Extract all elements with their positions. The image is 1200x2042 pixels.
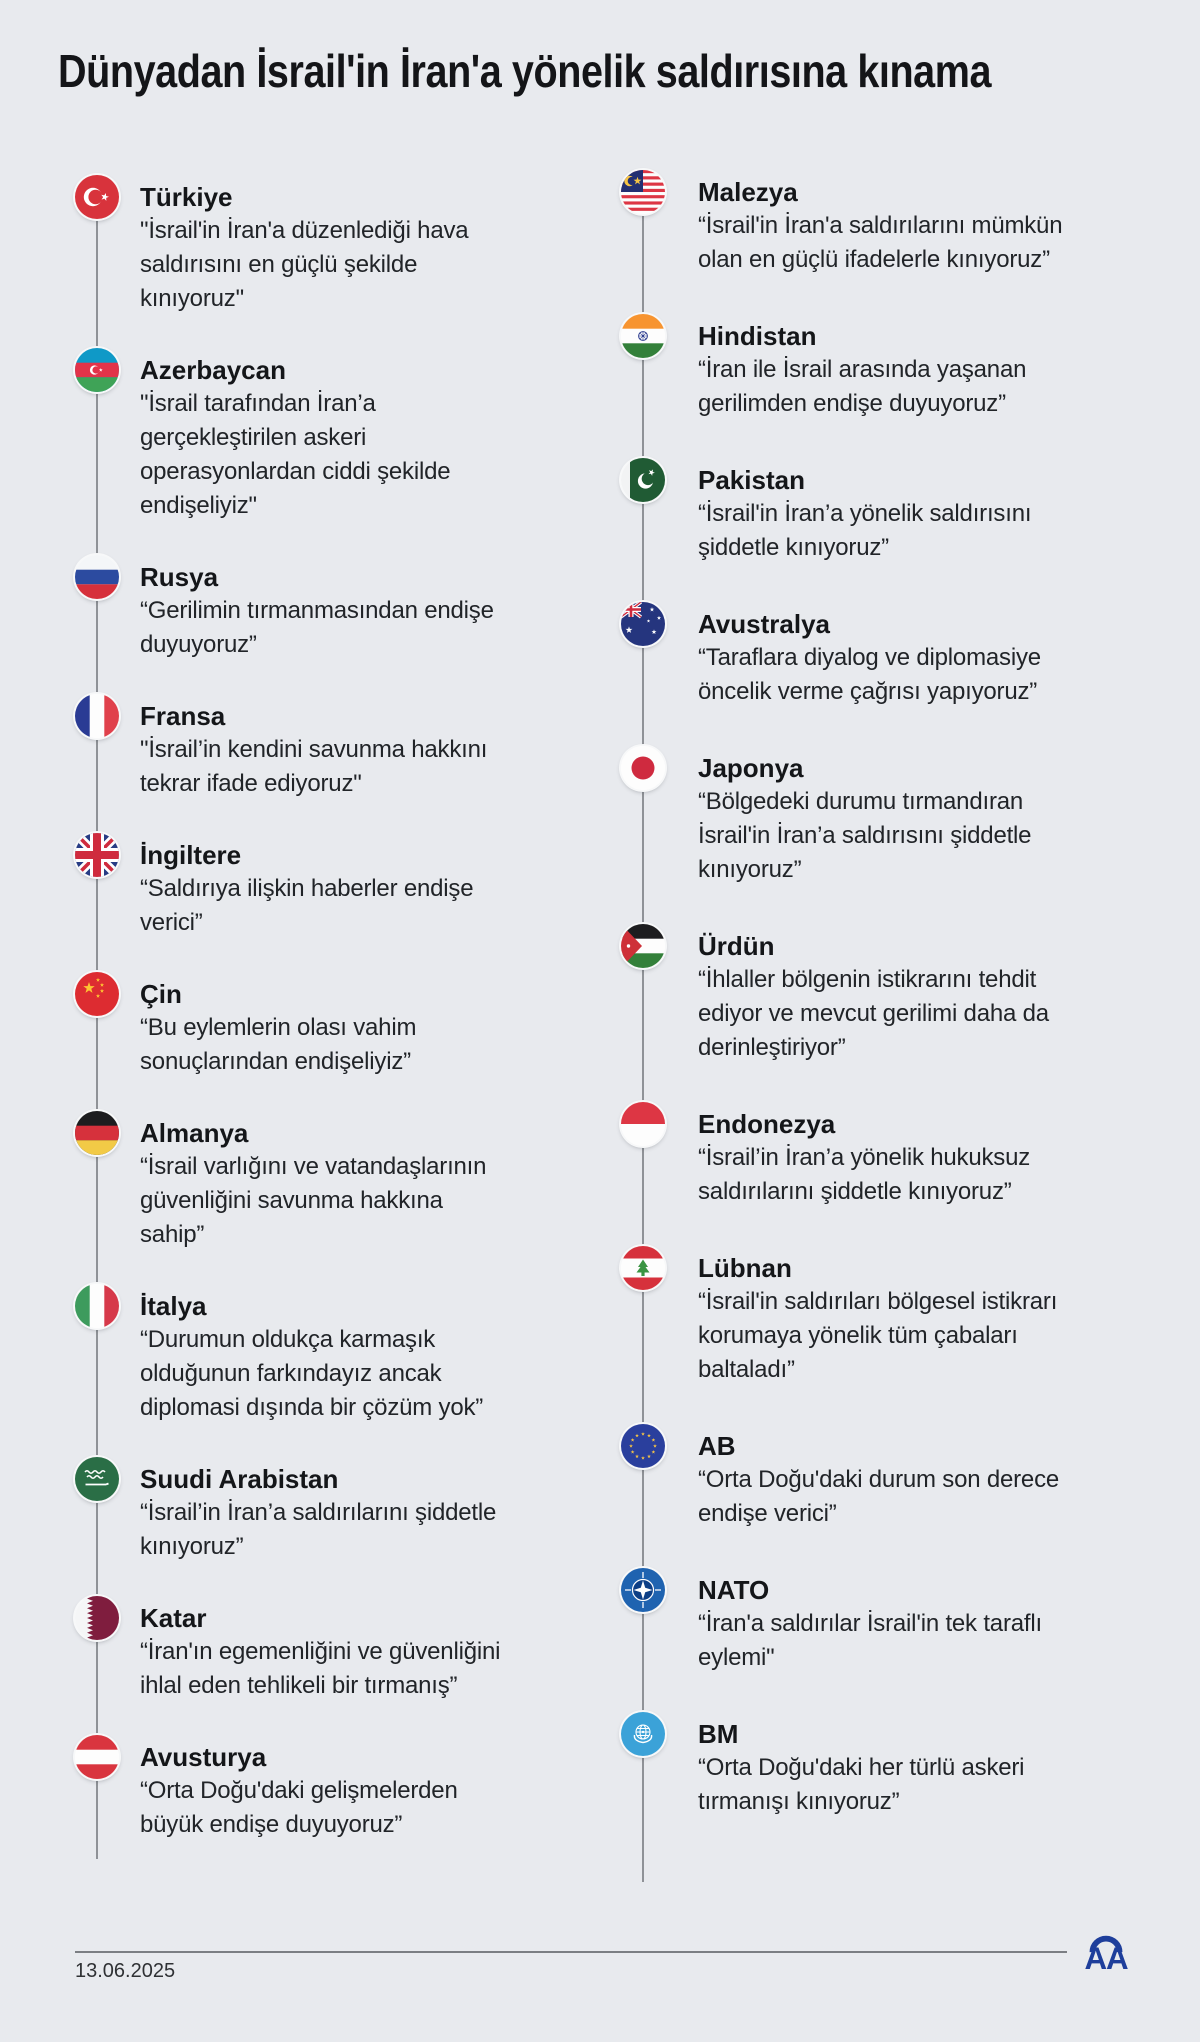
country-quote: "İsrail'in İran'a düzenlediği hava saldı… [140,217,469,312]
country-quote: "İsrail’in kendini savunma hakkını tekra… [140,736,488,797]
country-quote: “İran'ın egemenliğini ve güvenliğini ihl… [140,1638,501,1699]
fransa-flag-icon [75,694,119,738]
publish-date: 13.06.2025 [75,1960,176,1982]
country-name: Avustralya [698,609,830,639]
statement-item: Japonya “Bölgedeki durumu tırmandıran İsr… [621,746,1073,887]
suudi-arabistan-flag-icon [75,1457,119,1501]
anadolu-agency-logo: AA [1084,1935,1129,1972]
country-quote: “İsrail’in İran’a saldırılarını şiddetle… [140,1499,497,1560]
avustralya-flag-icon [621,602,665,646]
country-quote: “İsrail’in İran’a yönelik hukuksuz saldı… [698,1144,1031,1205]
country-name: Azerbaycan [140,355,286,385]
malezya-flag-icon [621,170,665,214]
country-name: Avusturya [140,1742,267,1772]
country-name: Japonya [698,753,804,783]
country-quote: “İsrail'in İran'a saldırılarını mümkün o… [698,212,1063,273]
country-name: AB [698,1431,736,1461]
country-quote: “İhlaller bölgenin istikrarını tehdit ed… [698,966,1049,1061]
statement-item: Suudi Arabistan “İsrail’in İran’a saldırı… [75,1457,507,1564]
page-title: Dünyadan İsrail'in İran'a yönelik saldır… [58,45,992,97]
country-quote: “Taraflara diyalog ve diplomasiye önceli… [698,644,1041,705]
almanya-flag-icon [75,1111,119,1155]
country-name: NATO [698,1575,770,1605]
country-quote: “İran ile İsrail arasında yaşanan gerili… [698,356,1027,417]
country-quote: “Orta Doğu'daki gelişmelerden büyük endi… [140,1777,458,1838]
statement-item: Almanya “İsrail varlığını ve vatandaşları… [75,1111,507,1252]
ab-flag-icon [621,1424,665,1468]
country-quote: “İsrail'in saldırıları bölgesel istikrar… [698,1288,1058,1383]
aa-logo-text: AA [1084,1941,1128,1972]
country-quote: “Saldırıya ilişkin haberler endişe veric… [140,875,474,936]
statement-item: AB “Orta Doğu'daki durum son derece endiş… [621,1424,1073,1531]
statement-item: Avusturya “Orta Doğu'daki gelişmelerden b… [75,1735,507,1842]
country-quote: “İsrail varlığını ve vatandaşlarının güv… [140,1153,487,1248]
lubnan-flag-icon [621,1246,665,1290]
statement-item: Lübnan “İsrail'in saldırıları bölgesel is… [621,1246,1073,1387]
rusya-flag-icon [75,555,119,599]
turkiye-flag-icon [75,175,119,219]
statement-item: Ürdün “İhlaller bölgenin istikrarını tehd… [621,924,1073,1065]
country-name: Pakistan [698,465,805,495]
katar-flag-icon [75,1596,119,1640]
country-name: Ürdün [698,931,775,961]
hindistan-flag-icon [621,314,665,358]
statement-item: Endonezya “İsrail’in İran’a yönelik hukuk… [621,1102,1073,1209]
statement-item: NATO “İran'a saldırılar İsrail'in tek tar… [621,1568,1073,1675]
country-quote: “Durumun oldukça karmaşık olduğunun fark… [140,1326,484,1421]
statement-item: Pakistan “İsrail'in İran’a yönelik saldır… [621,458,1073,565]
country-quote: “İran'a saldırılar İsrail'in tek taraflı… [698,1610,1042,1671]
country-name: Katar [140,1603,207,1633]
country-quote: “Orta Doğu'daki durum son derece endişe … [698,1466,1060,1527]
country-name: Lübnan [698,1253,792,1283]
aa-logo-arc [1089,1935,1123,1953]
country-name: Türkiye [140,182,233,212]
country-name: İtalya [140,1291,207,1321]
avusturya-flag-icon [75,1735,119,1779]
country-name: İngiltere [140,840,242,870]
statement-item: Fransa "İsrail’in kendini savunma hakkını… [75,694,507,801]
country-quote: “Bölgedeki durumu tırmandıran İsrail'in … [698,788,1032,883]
japonya-flag-icon [621,746,665,790]
country-quote: "İsrail tarafından İran’a gerçekleştiril… [140,390,451,519]
pakistan-flag-icon [621,458,665,502]
country-name: Hindistan [698,321,817,351]
country-quote: “Bu eylemlerin olası vahim sonuçlarından… [140,1014,417,1075]
country-name: Endonezya [698,1109,836,1139]
urdun-flag-icon [621,924,665,968]
country-name: Malezya [698,177,798,207]
right-column: Malezya “İsrail'in İran'a saldırılarını m… [621,170,1073,1882]
country-quote: “Gerilimin tırmanmasından endişe duyuyor… [140,597,494,658]
statement-item: İtalya “Durumun oldukça karmaşık olduğunu… [75,1284,507,1425]
left-column: Türkiye "İsrail'in İran'a düzenlediği hav… [75,175,507,1879]
statement-item: Türkiye "İsrail'in İran'a düzenlediği hav… [75,175,507,316]
footer-divider [75,1951,1067,1953]
statement-item: İngiltere “Saldırıya ilişkin haberler end… [75,833,507,940]
country-quote: “İsrail'in İran’a yönelik saldırısını şi… [698,500,1032,561]
statement-item: Çin “Bu eylemlerin olası vahim sonuçların… [75,972,507,1079]
country-name: Çin [140,979,182,1009]
statement-item: Hindistan “İran ile İsrail arasında yaşan… [621,314,1073,421]
statement-item: BM “Orta Doğu'daki her türlü askeri tırma… [621,1712,1073,1819]
country-name: Fransa [140,701,226,731]
country-name: Rusya [140,562,219,592]
endonezya-flag-icon [621,1102,665,1146]
statement-item: Avustralya “Taraflara diyalog ve diplomas… [621,602,1073,709]
statement-item: Malezya “İsrail'in İran'a saldırılarını m… [621,170,1073,277]
italya-flag-icon [75,1284,119,1328]
statement-item: Rusya “Gerilimin tırmanmasından endişe du… [75,555,507,662]
country-name: BM [698,1719,739,1749]
ingiltere-flag-icon [75,833,119,877]
country-name: Almanya [140,1118,249,1148]
country-quote: “Orta Doğu'daki her türlü askeri tırmanı… [698,1754,1025,1815]
nato-flag-icon [621,1568,665,1612]
azerbaycan-flag-icon [75,348,119,392]
bm-flag-icon [621,1712,665,1756]
country-name: Suudi Arabistan [140,1464,339,1494]
statement-item: Azerbaycan "İsrail tarafından İran’a gerç… [75,348,507,523]
statement-item: Katar “İran'ın egemenliğini ve güvenliğin… [75,1596,507,1703]
cin-flag-icon [75,972,119,1016]
